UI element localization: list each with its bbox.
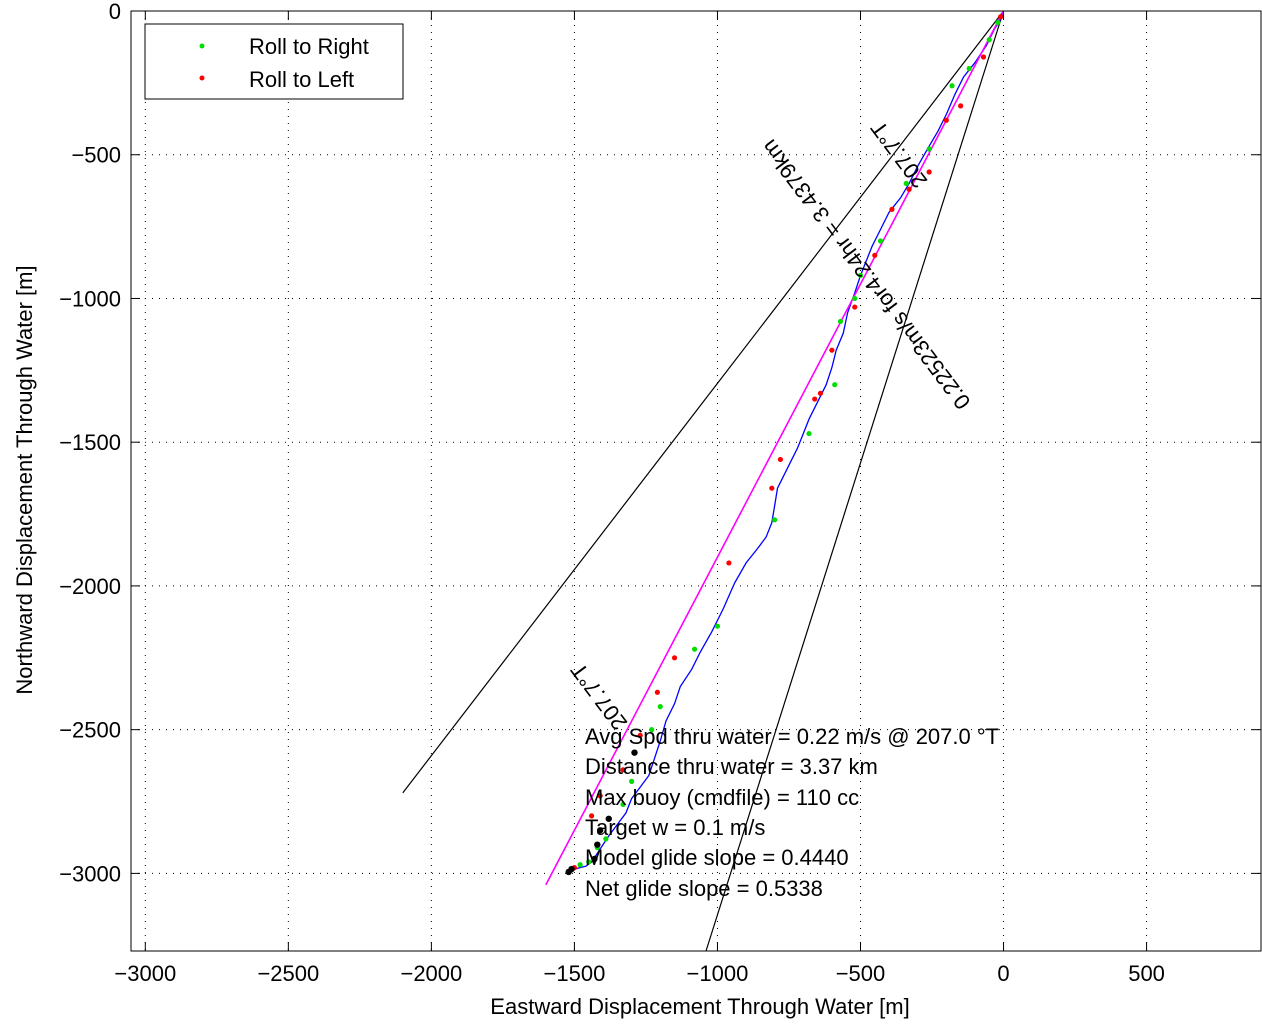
x-tick-label: −1500 [544, 961, 606, 986]
roll-left-point [588, 813, 595, 819]
black-point [591, 855, 598, 863]
roll-right-point [852, 295, 858, 302]
roll-left-point [943, 117, 949, 123]
legend-roll-right-marker [199, 43, 205, 49]
roll-left-point [872, 252, 878, 258]
stat-max-buoy: Max buoy (cmdfile) = 110 cc [585, 785, 859, 810]
black-point [596, 827, 604, 834]
legend-box [144, 23, 404, 100]
roll-left-point [769, 485, 775, 491]
y-tick-label: −1000 [59, 286, 121, 311]
roll-right-point [577, 862, 583, 868]
roll-right-point [857, 272, 864, 279]
heading-line [545, 10, 1005, 886]
x-tick-label: 500 [1128, 961, 1165, 986]
stat-model-glide: Model glide slope = 0.4440 [585, 845, 849, 870]
roll-left-point [812, 396, 818, 402]
y-tick-labels: 0 −500 −1000 −1500 −2000 −2500 −3000 [59, 0, 121, 886]
roll-left-point [777, 456, 783, 463]
grid [131, 10, 1261, 951]
stat-avg-speed: Avg Spd thru water = 0.22 m/s @ 207.0 °T [585, 724, 999, 749]
roll-right-point [629, 778, 635, 784]
plot-frame [130, 10, 1262, 952]
roll-right-point [995, 19, 1001, 26]
roll-left-point [726, 560, 732, 566]
roll-right-point [926, 146, 932, 152]
speed-along-annotation: 0.22523m/s for4.24hr = 3.4379km [756, 135, 975, 414]
legend-roll-right-label: Roll to Right [249, 34, 369, 59]
roll-left-point [980, 54, 987, 60]
black-point [605, 815, 612, 822]
legend-roll-left-marker [199, 75, 205, 81]
roll-right-point [772, 517, 778, 523]
roll-left-point [620, 767, 626, 773]
roll-left-point [998, 14, 1004, 20]
x-tick-label: 0 [997, 961, 1009, 986]
y-tick-label: −2000 [59, 574, 121, 599]
x-tick-label: −2500 [257, 961, 319, 986]
envelope-line [402, 10, 1005, 794]
roll-left-point [926, 169, 932, 175]
black-point [631, 749, 638, 756]
roll-left-point [829, 347, 835, 353]
roll-left-point [671, 655, 678, 661]
envelope-line [705, 10, 1005, 952]
roll-right-point [714, 623, 721, 629]
stat-net-glide: Net glide slope = 0.5338 [585, 876, 823, 901]
stat-distance: Distance thru water = 3.37 km [585, 754, 878, 779]
roll-right-point [949, 83, 955, 89]
legend: Roll to Right Roll to Left [144, 23, 404, 100]
roll-right-point [837, 318, 844, 325]
roll-left-point [654, 689, 660, 695]
points-layer [565, 14, 1004, 876]
roll-right-point [620, 801, 626, 807]
roll-right-point [903, 180, 909, 187]
stats-block: Avg Spd thru water = 0.22 m/s @ 207.0 °T… [585, 724, 999, 901]
x-tick-label: −2000 [400, 961, 462, 986]
roll-right-point [806, 430, 812, 437]
series-layer [545, 10, 1005, 886]
trajectory-line [571, 10, 1005, 872]
stat-target-w: Target w = 0.1 m/s [585, 815, 765, 840]
x-tick-label: −500 [836, 961, 886, 986]
roll-right-point [586, 859, 592, 865]
y-axis-label: Northward Displacement Through Water [m] [12, 265, 37, 694]
axis-ticks [131, 10, 1261, 951]
roll-left-point [958, 103, 964, 109]
roll-left-point [597, 793, 603, 799]
roll-right-point [657, 704, 663, 710]
envelope-lines [402, 10, 1005, 952]
black-point [565, 868, 572, 876]
x-tick-label: −3000 [114, 961, 176, 986]
roll-left-point [817, 390, 824, 396]
y-tick-label: 0 [109, 0, 121, 24]
roll-right-point [603, 836, 609, 842]
x-axis-label: Eastward Displacement Through Water [m] [490, 994, 909, 1019]
roll-right-point [691, 646, 698, 652]
roll-right-point [966, 65, 972, 72]
y-tick-label: −3000 [59, 861, 121, 886]
roll-left-point [852, 304, 858, 310]
x-tick-labels: −3000 −2500 −2000 −1500 −1000 −500 0 500 [114, 961, 1165, 986]
roll-left-point [906, 186, 912, 192]
roll-left-point [889, 206, 895, 212]
y-tick-label: −2500 [59, 718, 121, 743]
roll-right-point [986, 37, 992, 43]
roll-right-point [832, 382, 838, 388]
roll-right-point [877, 238, 884, 244]
black-point [594, 841, 601, 848]
y-tick-label: −1500 [59, 430, 121, 455]
roll-right-point [649, 727, 655, 733]
y-tick-label: −500 [71, 143, 121, 168]
roll-left-point [637, 732, 643, 739]
legend-roll-left-label: Roll to Left [249, 67, 354, 92]
x-tick-label: −1000 [687, 961, 749, 986]
